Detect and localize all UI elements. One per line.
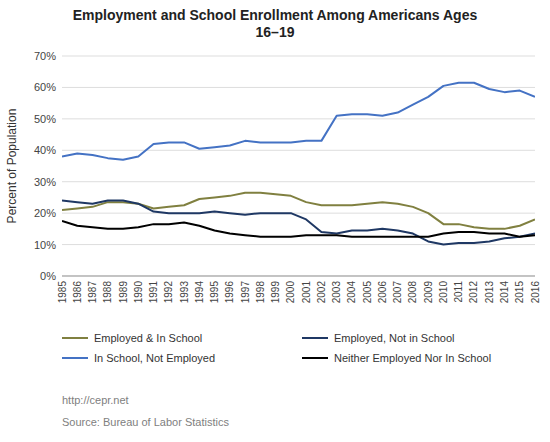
grid-line — [62, 213, 535, 214]
x-axis-line — [62, 276, 535, 277]
grid-line — [62, 87, 535, 88]
x-tick-label: 2005 — [362, 281, 373, 304]
x-tick-label: 2014 — [499, 281, 510, 304]
x-tick-label: 2016 — [530, 281, 541, 304]
x-tick-label: 2013 — [484, 281, 495, 304]
x-tick-label: 1991 — [148, 281, 159, 304]
x-tick-label: 1996 — [224, 281, 235, 304]
title-line: 16–19 — [256, 24, 295, 40]
legend-label: Employed & In School — [94, 332, 202, 344]
x-tick-label: 1998 — [255, 281, 266, 304]
legend-swatch — [62, 357, 88, 359]
grid-line — [62, 118, 535, 119]
x-tick-label: 2001 — [301, 281, 312, 304]
x-tick-label: 2002 — [316, 281, 327, 304]
y-tick-label: 0% — [40, 270, 56, 282]
y-tick-label: 20% — [34, 207, 56, 219]
legend-swatch — [302, 357, 328, 359]
plot-area — [62, 83, 535, 245]
x-tick-label: 1987 — [87, 281, 98, 304]
footnote: Source: Bureau of Labor Statistics — [62, 416, 229, 428]
x-tick-label: 1995 — [209, 281, 220, 304]
grid-line — [62, 181, 535, 182]
grid-line — [62, 150, 535, 151]
title-line: Employment and School Enrollment Among A… — [73, 7, 478, 23]
legend-label: Neither Employed Nor In School — [334, 352, 491, 364]
x-tick-label: 2011 — [453, 281, 464, 303]
legend: Employed & In School Employed, Not in Sch… — [62, 332, 491, 364]
x-tick-label: 1992 — [163, 281, 174, 304]
x-tick-label: 1994 — [194, 281, 205, 304]
series-line — [62, 193, 535, 229]
x-tick-label: 1986 — [72, 281, 83, 304]
series-line — [62, 201, 535, 245]
x-tick-label: 1988 — [102, 281, 113, 304]
y-tick-label: 60% — [34, 81, 56, 93]
x-tick-label: 2003 — [331, 281, 342, 304]
x-tick-label: 2010 — [438, 281, 449, 304]
series-line — [62, 221, 535, 237]
x-tick-label: 1997 — [240, 281, 251, 304]
y-tick-label: 10% — [34, 239, 56, 251]
footnote: http://cepr.net — [62, 394, 129, 406]
x-tick-label: 2000 — [285, 281, 296, 304]
x-tick-label: 1999 — [270, 281, 281, 304]
series-line — [62, 83, 535, 160]
x-tick-label: 2008 — [407, 281, 418, 304]
grid-line — [62, 56, 535, 57]
x-tick-label: 1993 — [179, 281, 190, 304]
x-tick-label: 1990 — [133, 281, 144, 304]
legend-label: In School, Not Employed — [94, 352, 215, 364]
grid-line — [62, 276, 535, 277]
title: Employment and School Enrollment Among A… — [73, 7, 478, 40]
x-tick-label: 2006 — [377, 281, 388, 304]
y-tick-label: 70% — [34, 50, 56, 62]
x-tick-label: 2007 — [392, 281, 403, 304]
y-axis-label: Percent of Population — [5, 109, 19, 224]
chart: Employment and School Enrollment Among A… — [0, 0, 550, 442]
x-tick-label: 2009 — [423, 281, 434, 304]
legend-label: Employed, Not in School — [334, 332, 454, 344]
y-tick-label: 30% — [34, 176, 56, 188]
x-tick-label: 2012 — [468, 281, 479, 304]
x-tick-label: 1985 — [57, 281, 68, 304]
legend-swatch — [302, 337, 328, 339]
y-grid — [62, 56, 535, 276]
y-tick-label: 40% — [34, 144, 56, 156]
legend-swatch — [62, 337, 88, 339]
x-tick-label: 1989 — [118, 281, 129, 304]
x-tick-label: 2004 — [346, 281, 357, 304]
y-tick-label: 50% — [34, 113, 56, 125]
x-tick-label: 2015 — [514, 281, 525, 304]
grid-line — [62, 244, 535, 245]
